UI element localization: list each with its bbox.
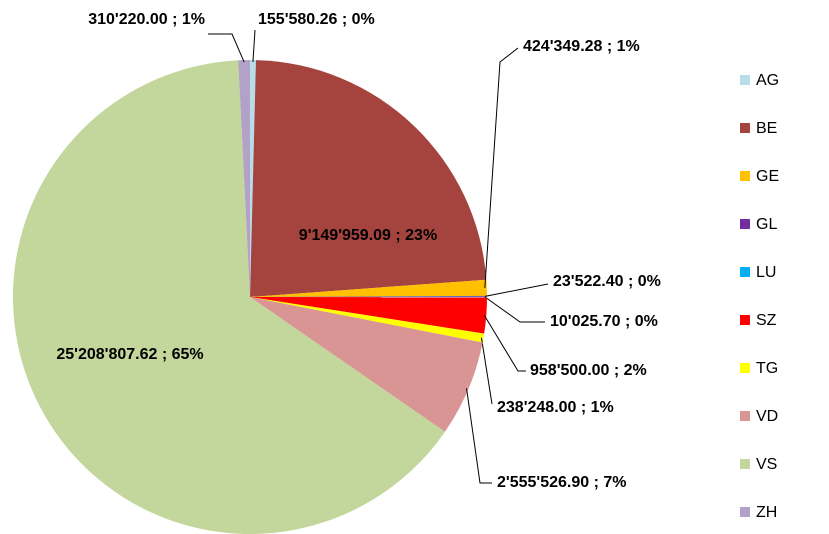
legend-swatch <box>740 123 750 133</box>
legend-swatch <box>740 459 750 469</box>
leader-line <box>484 296 545 323</box>
data-label: 424'349.28 ; 1% <box>523 38 640 55</box>
leader-line <box>483 315 526 372</box>
legend-label: BE <box>756 120 777 137</box>
legend-swatch <box>740 507 750 517</box>
legend-swatch <box>740 171 750 181</box>
data-label: 310'220.00 ; 1% <box>88 11 205 28</box>
data-label: 25'208'807.62 ; 65% <box>56 346 204 363</box>
legend-swatch <box>740 363 750 373</box>
legend-label: TG <box>756 360 778 377</box>
pie-slice <box>250 297 483 432</box>
legend-swatch <box>740 267 750 277</box>
data-label: 9'149'959.09 ; 23% <box>298 227 438 244</box>
legend-label: GL <box>756 216 777 233</box>
leader-line <box>484 47 519 288</box>
leader-line <box>466 388 492 484</box>
data-label: 958'500.00 ; 2% <box>530 362 647 379</box>
data-label: 10'025.70 ; 0% <box>550 313 658 330</box>
pie-slice <box>250 295 487 297</box>
leader-line <box>208 33 245 63</box>
data-label: 23'522.40 ; 0% <box>553 273 661 290</box>
pie-slice <box>250 279 487 297</box>
pie-slice <box>250 60 487 298</box>
legend-swatch <box>740 219 750 229</box>
pie-slice <box>238 60 250 297</box>
pie-slice <box>12 60 445 534</box>
legend-label: LU <box>756 264 776 281</box>
legend-swatch <box>740 315 750 325</box>
legend-swatch <box>740 411 750 421</box>
data-label: 2'555'526.90 ; 7% <box>497 474 626 491</box>
pie-slice <box>250 297 485 343</box>
data-label: 155'580.26 ; 0% <box>258 11 375 28</box>
legend-label: AG <box>756 72 779 89</box>
pie-slice <box>250 60 256 297</box>
legend-label: VD <box>756 408 778 425</box>
pie-slice <box>250 297 487 334</box>
legend-label: GE <box>756 168 779 185</box>
legend-label: ZH <box>756 504 777 521</box>
legend-label: VS <box>756 456 777 473</box>
legend-swatch <box>740 75 750 85</box>
data-label: 238'248.00 ; 1% <box>497 399 614 416</box>
leader-line <box>484 283 549 297</box>
leader-line <box>480 337 493 405</box>
legend-label: SZ <box>756 312 777 329</box>
leader-line <box>252 29 256 63</box>
